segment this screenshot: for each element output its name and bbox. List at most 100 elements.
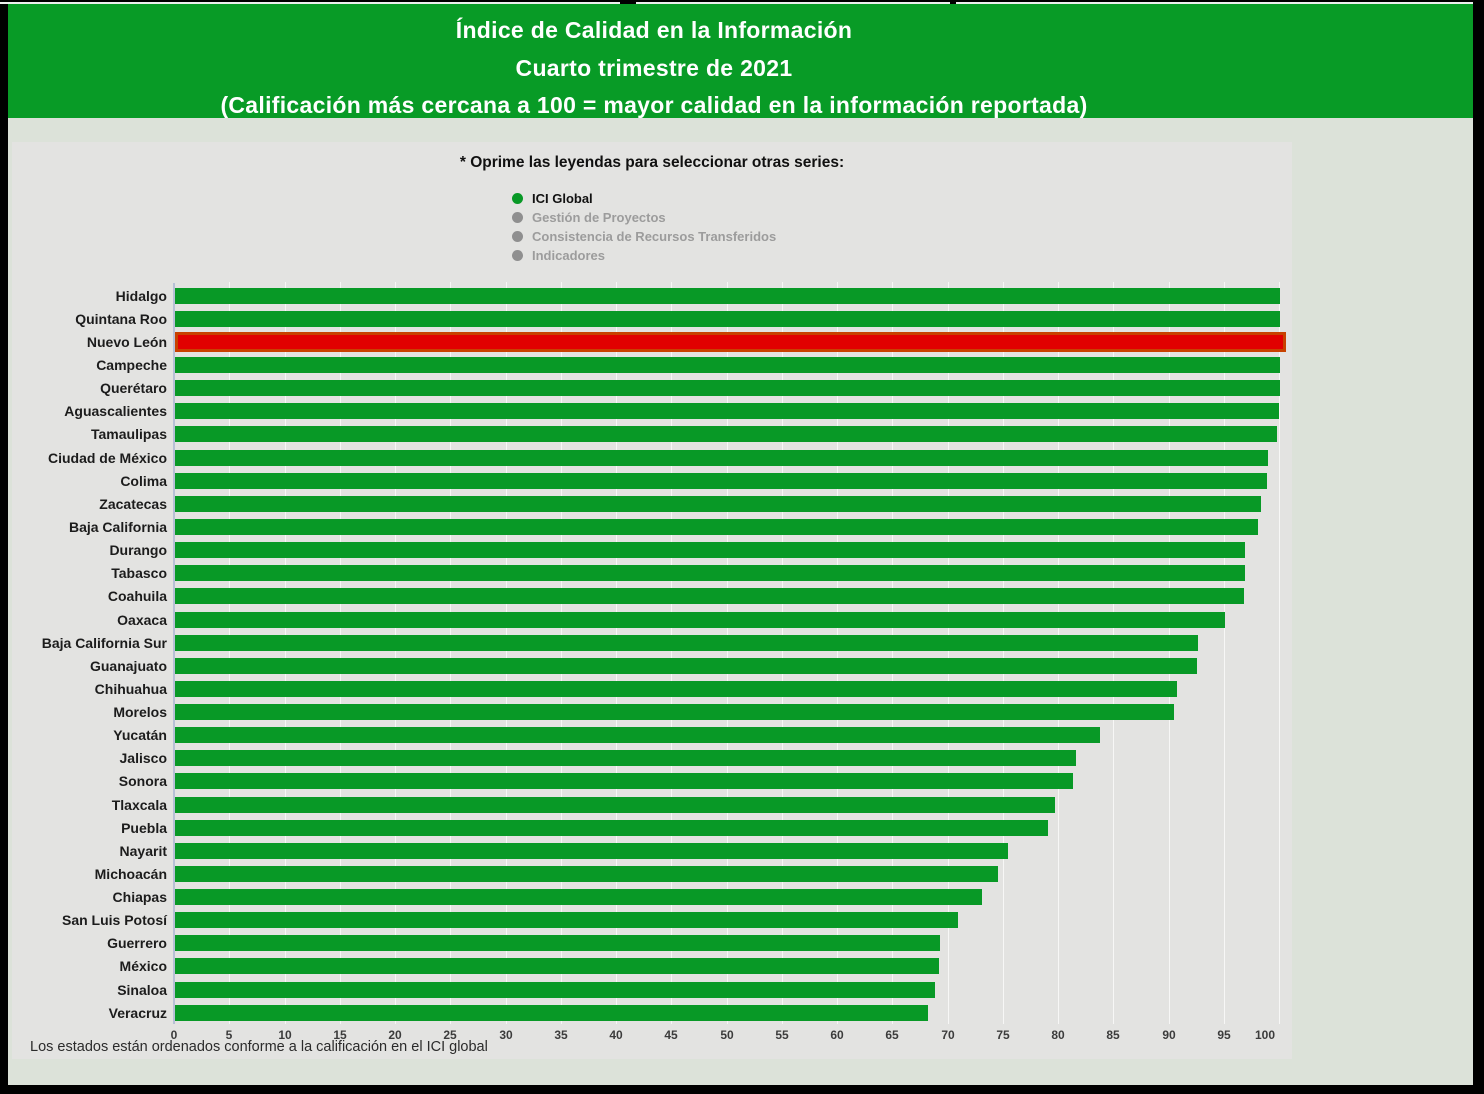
bar[interactable] bbox=[175, 635, 1198, 651]
x-tick-label: 75 bbox=[996, 1028, 1010, 1042]
x-tick-label: 80 bbox=[1051, 1028, 1065, 1042]
x-tick-label: 20 bbox=[388, 1028, 402, 1042]
gridline bbox=[340, 282, 341, 1024]
bar[interactable] bbox=[175, 750, 1076, 766]
bar[interactable] bbox=[175, 473, 1267, 489]
gridline bbox=[1279, 282, 1280, 1024]
x-tick-label: 40 bbox=[609, 1028, 623, 1042]
bar-label: Chiapas bbox=[112, 889, 167, 905]
bar[interactable] bbox=[175, 958, 939, 974]
bar[interactable] bbox=[175, 450, 1268, 466]
bar[interactable] bbox=[175, 681, 1177, 697]
page-title: Índice de Calidad en la Información bbox=[455, 17, 853, 43]
bar-highlighted[interactable] bbox=[175, 332, 1286, 352]
bar-label: Tlaxcala bbox=[111, 797, 167, 813]
bar-label: México bbox=[119, 958, 167, 974]
bar-label: Tabasco bbox=[111, 565, 167, 581]
legend-item-label: Gestión de Proyectos bbox=[532, 210, 666, 225]
bar[interactable] bbox=[175, 658, 1197, 674]
gridline bbox=[837, 282, 838, 1024]
gridline bbox=[1058, 282, 1059, 1024]
legend-instruction: * Oprime las leyendas para seleccionar o… bbox=[459, 154, 845, 171]
x-tick-label: 65 bbox=[885, 1028, 899, 1042]
bar-label: Chihuahua bbox=[94, 681, 167, 697]
bar[interactable] bbox=[175, 727, 1100, 743]
x-tick-label: 30 bbox=[499, 1028, 513, 1042]
x-tick-label: 10 bbox=[278, 1028, 292, 1042]
bar[interactable] bbox=[175, 843, 1008, 859]
bar[interactable] bbox=[175, 565, 1245, 581]
bar[interactable] bbox=[175, 773, 1073, 789]
bar-label: Zacatecas bbox=[99, 496, 167, 512]
bar[interactable] bbox=[175, 426, 1277, 442]
bar[interactable] bbox=[175, 542, 1245, 558]
bar[interactable] bbox=[175, 982, 935, 998]
legend-item-indicadores[interactable]: Indicadores bbox=[512, 246, 776, 265]
x-tick-label: 95 bbox=[1217, 1028, 1231, 1042]
bar-label: Morelos bbox=[113, 704, 167, 720]
bar[interactable] bbox=[175, 820, 1048, 836]
bar[interactable] bbox=[175, 797, 1055, 813]
x-tick-label: 15 bbox=[333, 1028, 347, 1042]
bar-label: Querétaro bbox=[100, 380, 167, 396]
top-notch bbox=[950, 0, 956, 5]
bar-label: Puebla bbox=[121, 820, 167, 836]
legend-item-label: ICI Global bbox=[532, 191, 593, 206]
legend-dot-icon bbox=[512, 231, 523, 242]
bar[interactable] bbox=[175, 519, 1258, 535]
gridline bbox=[1169, 282, 1170, 1024]
bar-label: Veracruz bbox=[108, 1005, 167, 1021]
bar-label: Durango bbox=[109, 542, 167, 558]
bar[interactable] bbox=[175, 1005, 928, 1021]
bar[interactable] bbox=[175, 935, 940, 951]
bar-label: Baja California bbox=[68, 519, 167, 535]
bar-label: Quintana Roo bbox=[75, 311, 167, 327]
bar-label: Colima bbox=[120, 473, 167, 489]
legend-item-ici-global[interactable]: ICI Global bbox=[512, 189, 776, 208]
x-tick-label: 70 bbox=[941, 1028, 955, 1042]
gridline bbox=[948, 282, 949, 1024]
bar[interactable] bbox=[175, 612, 1225, 628]
gridline bbox=[395, 282, 396, 1024]
bar[interactable] bbox=[175, 496, 1261, 512]
bar[interactable] bbox=[175, 912, 958, 928]
x-tick-label: 85 bbox=[1106, 1028, 1120, 1042]
x-tick-label: 5 bbox=[225, 1028, 233, 1042]
bar[interactable] bbox=[175, 889, 982, 905]
bar-label: Sonora bbox=[118, 773, 167, 789]
legend: ICI Global Gestión de Proyectos Consistenc… bbox=[512, 189, 776, 265]
bar-label: Oaxaca bbox=[117, 612, 167, 628]
legend-item-label: Indicadores bbox=[532, 248, 605, 263]
x-tick-label: 55 bbox=[775, 1028, 789, 1042]
gridline bbox=[727, 282, 728, 1024]
x-tick-label: 90 bbox=[1162, 1028, 1176, 1042]
legend-item-label: Consistencia de Recursos Transferidos bbox=[532, 229, 777, 244]
bar[interactable] bbox=[175, 588, 1244, 604]
bar[interactable] bbox=[175, 288, 1280, 304]
bar-label: Baja California Sur bbox=[41, 635, 167, 651]
bar-label: Nuevo León bbox=[86, 334, 167, 350]
gridline bbox=[561, 282, 562, 1024]
bar[interactable] bbox=[175, 403, 1279, 419]
gridline bbox=[671, 282, 672, 1024]
bar-label: Campeche bbox=[96, 357, 167, 373]
plot-area: Hidalgo Quintana Roo Nuevo León Campeche Que… bbox=[12, 142, 1292, 1059]
bar-label: Aguascalientes bbox=[64, 403, 167, 419]
bar-label: Guanajuato bbox=[89, 658, 167, 674]
bar-label: Tamaulipas bbox=[91, 426, 167, 442]
gridline bbox=[616, 282, 617, 1024]
top-notch bbox=[620, 0, 636, 6]
bar[interactable] bbox=[175, 311, 1280, 327]
gridline bbox=[1003, 282, 1004, 1024]
legend-item-gesti-n-de-proyectos[interactable]: Gestión de Proyectos bbox=[512, 208, 776, 227]
bar[interactable] bbox=[175, 704, 1174, 720]
legend-item-consistencia-de-recursos-transferidos[interactable]: Consistencia de Recursos Transferidos bbox=[512, 227, 776, 246]
bar[interactable] bbox=[175, 866, 998, 882]
bar[interactable] bbox=[175, 380, 1280, 396]
gridline bbox=[892, 282, 893, 1024]
bar[interactable] bbox=[175, 357, 1280, 373]
gridline bbox=[506, 282, 507, 1024]
top-hairline bbox=[0, 2, 1473, 4]
bar-label: Nayarit bbox=[119, 843, 167, 859]
